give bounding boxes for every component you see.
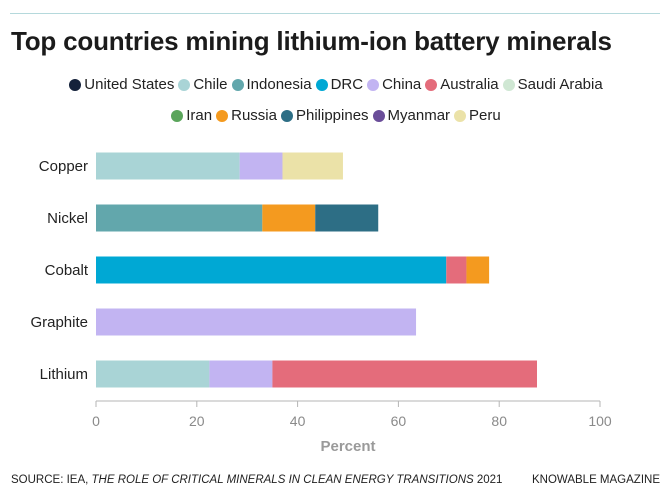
legend-item-chile: Chile xyxy=(178,76,228,93)
legend-label: Australia xyxy=(440,76,499,93)
source-prefix: SOURCE: IEA, xyxy=(11,474,92,486)
legend-label: United States xyxy=(84,76,175,93)
legend-item-indonesia: Indonesia xyxy=(231,76,312,93)
legend-swatch xyxy=(216,109,229,122)
legend-item-philippines: Philippines xyxy=(280,107,369,124)
x-tick-label: 20 xyxy=(189,413,205,429)
legend-swatch xyxy=(502,78,515,91)
legend-label: Saudi Arabia xyxy=(517,76,603,93)
x-tick-label: 0 xyxy=(92,413,100,429)
legend-swatch xyxy=(372,109,385,122)
bar-cobalt-russia xyxy=(466,256,490,284)
x-axis-title: Percent xyxy=(320,438,375,455)
legend-swatch xyxy=(280,109,293,122)
top-rule xyxy=(10,13,660,14)
bar-lithium-chile xyxy=(96,360,210,388)
x-tick-label: 80 xyxy=(491,413,507,429)
legend-item-russia: Russia xyxy=(216,107,277,124)
bar-copper-china xyxy=(239,152,283,180)
legend-swatch xyxy=(367,78,380,91)
legend-swatch xyxy=(315,78,328,91)
legend-swatch xyxy=(425,78,438,91)
legend-item-china: China xyxy=(367,76,421,93)
legend-label: Philippines xyxy=(295,107,369,124)
bar-copper-chile xyxy=(96,152,240,180)
legend-label: Chile xyxy=(193,76,228,93)
bar-nickel-philippines xyxy=(315,204,379,232)
legend-label: DRC xyxy=(330,76,364,93)
bar-cobalt-australia xyxy=(446,256,467,284)
source-year: 2021 xyxy=(473,474,503,486)
legend-item-saudi-arabia: Saudi Arabia xyxy=(502,76,603,93)
legend-swatch xyxy=(454,109,467,122)
x-tick-label: 40 xyxy=(290,413,306,429)
source-note: SOURCE: IEA, THE ROLE OF CRITICAL MINERA… xyxy=(11,474,502,486)
category-label-graphite: Graphite xyxy=(30,314,88,331)
legend-item-united-states: United States xyxy=(69,76,174,93)
category-label-cobalt: Cobalt xyxy=(45,262,89,279)
legend-label: Peru xyxy=(469,107,501,124)
legend-label: Myanmar xyxy=(387,107,451,124)
legend-item-myanmar: Myanmar xyxy=(372,107,451,124)
chart-title: Top countries mining lithium-ion battery… xyxy=(11,26,612,56)
legend-label: Russia xyxy=(231,107,277,124)
legend-item-australia: Australia xyxy=(425,76,499,93)
legend-item-iran: Iran xyxy=(171,107,212,124)
legend-swatch xyxy=(171,109,184,122)
legend-label: Iran xyxy=(186,107,213,124)
x-tick-label: 100 xyxy=(588,413,612,429)
category-label-nickel: Nickel xyxy=(47,210,88,227)
bar-cobalt-drc xyxy=(96,256,447,284)
legend-swatch xyxy=(231,78,244,91)
legend-label: Indonesia xyxy=(246,76,312,93)
legend-swatch xyxy=(69,78,82,91)
category-label-lithium: Lithium xyxy=(40,366,88,383)
legend-item-peru: Peru xyxy=(454,107,501,124)
bar-copper-peru xyxy=(282,152,343,180)
legend-label: China xyxy=(382,76,422,93)
legend-row-2: Iran Russia Philippines Myanmar Peru xyxy=(0,107,672,124)
bar-graphite-china xyxy=(96,308,417,336)
bar-nickel-indonesia xyxy=(96,204,263,232)
source-report-title: THE ROLE OF CRITICAL MINERALS IN CLEAN E… xyxy=(91,474,474,486)
publisher-credit: KNOWABLE MAGAZINE xyxy=(531,474,660,486)
x-tick-label: 60 xyxy=(391,413,407,429)
legend-item-drc: DRC xyxy=(315,76,364,93)
legend-swatch xyxy=(178,78,191,91)
category-label-copper: Copper xyxy=(39,158,88,175)
bar-lithium-china xyxy=(209,360,273,388)
bar-lithium-australia xyxy=(272,360,537,388)
bar-nickel-russia xyxy=(262,204,316,232)
legend-row-1: United States Chile Indonesia DRC China Austr… xyxy=(0,76,672,93)
